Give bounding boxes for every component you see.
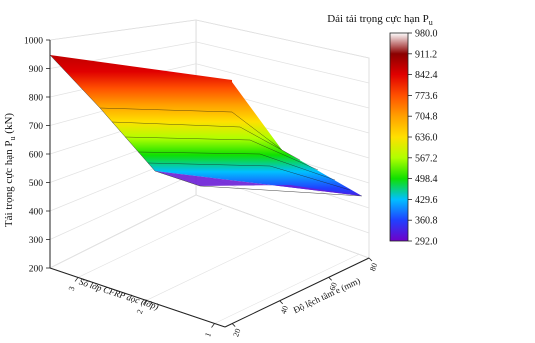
y-axis-ticks: 20 40 60 80 bbox=[231, 257, 379, 338]
gridline bbox=[49, 194, 197, 269]
colorbar bbox=[389, 32, 409, 242]
contour-line bbox=[99, 107, 283, 151]
gridline bbox=[195, 41, 370, 84]
colorbar-label: 842.4 bbox=[415, 70, 438, 81]
gridline bbox=[214, 254, 359, 324]
colorbar-label: 773.6 bbox=[415, 91, 438, 102]
gridline bbox=[49, 172, 197, 240]
x-axis-ticks: 1 2 3 bbox=[67, 277, 215, 338]
z-tick-label: 600 bbox=[29, 151, 44, 161]
colorbar-label: 360.8 bbox=[415, 216, 438, 227]
gridline bbox=[195, 19, 370, 59]
gridline bbox=[77, 208, 223, 278]
colorbar-label: 498.4 bbox=[415, 174, 438, 185]
y-tick bbox=[279, 300, 284, 305]
z-tick-label: 800 bbox=[29, 94, 44, 104]
colorbar-label: 429.6 bbox=[415, 195, 438, 206]
z-tick-label: 1000 bbox=[24, 37, 43, 47]
z-tick-label: 200 bbox=[29, 265, 44, 275]
surface-patch-bottom bbox=[155, 171, 362, 196]
contour-line bbox=[147, 162, 351, 191]
colorbar-label: 292.0 bbox=[415, 237, 438, 248]
colorbar-label: 567.2 bbox=[415, 153, 438, 164]
surface-edge bbox=[49, 54, 363, 197]
y-tick-label: 60 bbox=[328, 281, 339, 292]
z-axis-title: Tải trọng cực hạn Pu (kN) bbox=[3, 113, 17, 227]
colorbar-labels: 980.0 911.2 842.4 773.6 704.8 636.0 567.2 498.4… bbox=[408, 29, 438, 248]
contour-line bbox=[111, 121, 301, 161]
gridline bbox=[146, 231, 291, 301]
z-tick-label: 500 bbox=[29, 179, 44, 189]
z-axis-ticks: 200 300 400 500 600 700 800 900 1000 bbox=[24, 37, 50, 275]
gridline bbox=[49, 19, 197, 41]
y-tick bbox=[231, 323, 236, 327]
y-tick bbox=[368, 257, 373, 262]
colorbar-label: 636.0 bbox=[415, 133, 438, 144]
y-tick-label: 80 bbox=[368, 262, 379, 273]
y-tick-label: 40 bbox=[279, 305, 290, 316]
surface bbox=[49, 54, 363, 197]
x-tick-label: 1 bbox=[203, 331, 213, 338]
colorbar-label: 911.2 bbox=[415, 49, 437, 60]
gridline bbox=[195, 63, 370, 109]
z-tick-label: 400 bbox=[29, 208, 44, 218]
colorbar-label: 704.8 bbox=[415, 112, 438, 123]
x-axis-line bbox=[49, 267, 226, 328]
contour-line bbox=[137, 151, 336, 181]
x-tick bbox=[74, 277, 79, 282]
contour-line bbox=[124, 136, 319, 171]
x-tick bbox=[142, 300, 147, 305]
z-tick-label: 700 bbox=[29, 122, 44, 132]
x-tick bbox=[211, 323, 215, 328]
y-tick-label: 20 bbox=[231, 327, 242, 338]
colorbar-label: 980.0 bbox=[415, 29, 438, 40]
y-tick bbox=[328, 277, 332, 281]
legend-title: Dải tải trọng cực hạn Pu bbox=[327, 13, 433, 27]
x-tick-label: 2 bbox=[135, 308, 145, 315]
z-tick-label: 300 bbox=[29, 236, 44, 246]
contour-lines bbox=[99, 107, 351, 191]
z-tick-label: 900 bbox=[29, 65, 44, 75]
y-axis-line bbox=[224, 257, 370, 328]
gridline bbox=[195, 194, 370, 259]
x-tick-label: 3 bbox=[67, 285, 77, 292]
